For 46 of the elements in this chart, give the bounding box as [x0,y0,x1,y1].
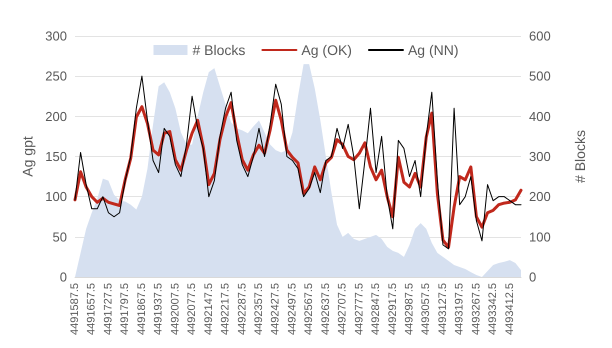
legend-label: # Blocks [192,42,246,58]
x-tick-label: 4492077.5 [186,283,198,335]
legend-label: Ag (OK) [301,42,352,58]
x-tick-label: 4492847.5 [370,283,382,335]
y2-tick-label: 300 [529,149,551,164]
y2-tick-label: 500 [529,68,551,84]
x-tick-label: 4491727.5 [102,283,114,335]
y-tick-label: 300 [45,28,67,44]
y2-tick-label: 400 [529,108,551,124]
y2-tick-label: 100 [529,229,551,244]
y-tick-label: 150 [45,149,67,164]
legend-label: Ag (NN) [408,42,459,58]
x-tick-label: 4491657.5 [86,283,98,335]
x-tick-label: 4492567.5 [303,283,316,335]
x-tick-label: 4493412.5 [504,283,516,335]
y-tick-label: 50 [52,229,67,244]
y2-tick-label: 0 [529,270,536,284]
x-tick-label: 4492357.5 [252,283,265,335]
x-tick-label: 4492637.5 [320,283,332,335]
y2-tick-label: 600 [529,28,551,44]
x-tick-label: 4493057.5 [420,283,432,335]
x-tick-label: 4492917.5 [386,283,399,335]
x-tick-label: 4493197.5 [454,283,466,335]
x-tick-label: 4492287.5 [236,283,248,335]
x-tick-label: 4492777.5 [353,283,366,335]
x-tick-label: 4492707.5 [336,283,349,335]
y2-axis-title: # Blocks [572,130,588,183]
y-axis-title: Ag gpt [19,136,36,177]
x-tick-label: 4493342.5 [487,283,500,335]
y2-tick-label: 200 [529,189,551,204]
x-tick-label: 4492147.5 [202,283,215,335]
y-tick-label: 0 [60,270,67,284]
x-tick-label: 4491587.5 [69,283,81,335]
x-tick-label: 4492217.5 [220,283,232,335]
x-tick-label: 4492007.5 [169,283,182,335]
x-tick-label: 4491937.5 [152,283,165,335]
x-tick-label: 4492427.5 [270,283,282,335]
x-tick-label: 4492497.5 [286,283,298,335]
x-tick-label: 4493267.5 [470,283,482,335]
x-tick-label: 4492987.5 [404,283,416,335]
y-tick-label: 250 [45,68,67,84]
x-tick-label: 4491797.5 [119,283,132,335]
x-tick-label: 4493127.5 [436,283,449,335]
y-tick-label: 200 [45,108,67,124]
x-tick-label: 4491867.5 [136,283,148,335]
y-tick-label: 100 [45,189,67,204]
